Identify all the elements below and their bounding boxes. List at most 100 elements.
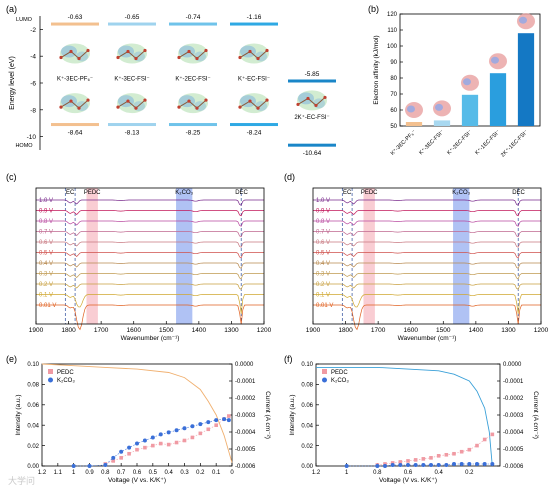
y-tick-label: 0.06 (27, 403, 39, 409)
k2co3-point (226, 418, 231, 423)
legend-label-pedc: PEDC (57, 370, 74, 376)
homo-level (51, 123, 99, 127)
molecule-orbital (118, 95, 134, 108)
x-tick-label: 0.2 (465, 470, 474, 476)
x-tick-label: 0.5 (149, 470, 158, 476)
lumo-level (230, 22, 278, 26)
atom (265, 48, 269, 53)
panel-b-bar-chart: 50 60 70 80 90 100 110 120 Electron affinity (kJ… (373, 12, 541, 158)
y2-axis-label: Current (A cm⁻²) (532, 391, 539, 439)
lumo-level (288, 79, 336, 83)
x-tick-label: 0.4 (434, 470, 443, 476)
y-tick-label: 50 (390, 124, 397, 130)
y-tick-label: 70 (390, 92, 397, 98)
lumo-value: -5.85 (305, 71, 320, 78)
x-tick-label: 0.8 (373, 470, 382, 476)
x-tick-label: 0.7 (117, 470, 126, 476)
k2co3-point (71, 464, 76, 468)
atom (248, 49, 252, 54)
molecule-icon (491, 56, 499, 64)
k2co3-point (398, 462, 403, 467)
k2co3-point (467, 461, 472, 466)
x-tick-label: 1 (72, 470, 76, 476)
x-tick-label: 1600 (403, 327, 418, 334)
atom (59, 105, 63, 109)
lumo-value: -0.63 (68, 14, 83, 21)
homo-label: HOMO (15, 143, 33, 149)
complex-label: K⁺-3EC-PF₆⁻ (57, 75, 93, 82)
molecule-orbital (117, 93, 147, 114)
voltage-label: 0.01 V (316, 303, 333, 309)
pedc-band (86, 188, 98, 324)
atom (204, 98, 208, 102)
homo-level (230, 123, 278, 127)
x-tick-label: 0.2 (196, 470, 205, 476)
pedc-point (143, 445, 147, 450)
pedc-point (383, 462, 387, 466)
panel-label-a: (a) (6, 4, 17, 14)
atom (86, 98, 90, 102)
spectrum-line (36, 283, 264, 290)
bar (405, 122, 423, 126)
spectrum-line (313, 199, 541, 206)
y2-tick-label: -0.0006 (235, 464, 256, 470)
x-tick-label: 1200 (534, 327, 549, 334)
molecule-orbital (297, 90, 327, 111)
pedc-point (182, 438, 187, 443)
panel-label-f: (f) (284, 354, 293, 364)
molecule-bonds (117, 50, 146, 60)
current-curve (316, 366, 493, 467)
voltage-label: 0.3 V (316, 272, 330, 278)
atom (323, 95, 327, 100)
k2co3-point (174, 428, 179, 433)
spectrum-line (313, 294, 541, 314)
x-tick-label: 0.4 (164, 470, 173, 476)
k2co3-point (344, 464, 349, 468)
k2co3-point (206, 420, 211, 425)
y-tick-label: 110 (387, 28, 397, 34)
y2-tick-label: -0.0001 (503, 379, 524, 385)
x-tick-label: 1.2 (312, 470, 321, 476)
molecule-orbital (240, 45, 256, 58)
y-tick-label: 0.02 (27, 444, 39, 450)
y2-tick-label: -0.0005 (503, 447, 524, 453)
k2co3-point (119, 449, 124, 454)
y-tick-label: 0.00 (301, 464, 313, 470)
atom (256, 106, 260, 110)
voltage-label: 0.8 V (316, 219, 330, 225)
x-tick-label: 1800 (61, 327, 76, 334)
band-label: DEC (235, 190, 248, 196)
y-tick-label: -4 (30, 54, 36, 61)
atom (238, 55, 242, 60)
x-tick-label: 0.6 (404, 470, 413, 476)
molecule-bonds (178, 50, 207, 60)
x-tick-label: 0.8 (101, 470, 110, 476)
x-tick-label: 1.2 (38, 470, 47, 476)
k2co3-point (142, 438, 147, 443)
complex-label: K⁺-EC-FSI⁻ (238, 75, 270, 82)
pedc-point (413, 458, 418, 462)
spectrum-line (313, 220, 541, 227)
pedc-point (166, 442, 171, 447)
y-tick-label: 0.04 (27, 423, 39, 429)
atom (116, 55, 120, 60)
pedc-point (406, 459, 410, 463)
lumo-value: -1.16 (247, 14, 262, 21)
lumo-label: LUMO (16, 17, 33, 23)
atom (77, 106, 81, 110)
complex-label: K⁺-3EC-FSI⁻ (114, 75, 149, 82)
y2-tick-label: -0.0006 (503, 464, 524, 470)
molecule-icon (463, 78, 471, 86)
panel-a-energy-diagram: -2 -4 -6 -8 -10 Energy level (eV) LUMO HOMO -0.6… (9, 14, 336, 157)
k2co3-point (421, 462, 426, 467)
spectrum-line (313, 231, 541, 238)
y-axis-label: Energy level (eV) (9, 56, 16, 110)
y-tick-label: 0.08 (301, 383, 313, 389)
x-tick-label: 0.6 (133, 470, 142, 476)
x-tick-label: 1400 (469, 327, 484, 334)
pedc-point (135, 447, 139, 452)
voltage-label: 0.3 V (39, 272, 53, 278)
molecule-orbital (178, 93, 208, 114)
spectrum-line (36, 273, 264, 280)
x-tick-label: 1500 (436, 327, 451, 334)
